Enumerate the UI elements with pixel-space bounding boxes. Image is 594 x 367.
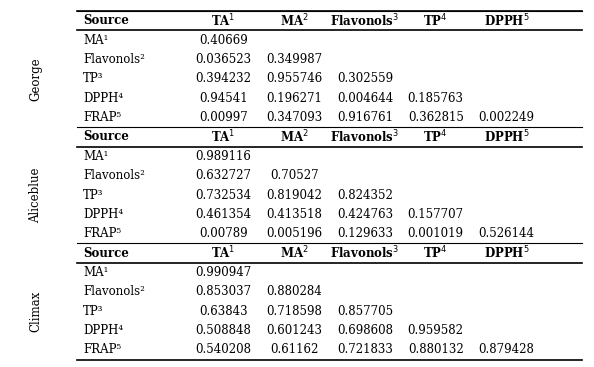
Text: 0.819042: 0.819042 [266,189,323,201]
Text: Aliceblue: Aliceblue [29,167,42,223]
Text: 0.00997: 0.00997 [199,111,248,124]
Text: 0.40669: 0.40669 [199,33,248,47]
Text: TP$^{4}$: TP$^{4}$ [424,12,448,29]
Text: 0.916761: 0.916761 [337,111,393,124]
Text: TA$^{1}$: TA$^{1}$ [211,12,236,29]
Text: Flavonols²: Flavonols² [83,53,145,66]
Text: FRAP⁵: FRAP⁵ [83,227,121,240]
Text: 0.824352: 0.824352 [337,189,393,201]
Text: 0.508848: 0.508848 [195,324,252,337]
Text: Source: Source [83,130,129,143]
Text: 0.302559: 0.302559 [337,72,393,85]
Text: 0.129633: 0.129633 [337,227,393,240]
Text: MA$^{2}$: MA$^{2}$ [280,245,309,261]
Text: 0.853037: 0.853037 [195,286,252,298]
Text: 0.424763: 0.424763 [337,208,393,221]
Text: 0.349987: 0.349987 [266,53,323,66]
Text: 0.632727: 0.632727 [195,169,252,182]
Text: 0.036523: 0.036523 [195,53,252,66]
Text: DPPH⁴: DPPH⁴ [83,324,124,337]
Text: FRAP⁵: FRAP⁵ [83,111,121,124]
Text: 0.157707: 0.157707 [407,208,464,221]
Text: 0.955746: 0.955746 [266,72,323,85]
Text: 0.94541: 0.94541 [200,92,248,105]
Text: 0.005196: 0.005196 [266,227,323,240]
Text: TP$^{4}$: TP$^{4}$ [424,245,448,261]
Text: 0.394232: 0.394232 [195,72,252,85]
Text: MA¹: MA¹ [83,266,109,279]
Text: Source: Source [83,247,129,259]
Text: 0.70527: 0.70527 [270,169,318,182]
Text: 0.002249: 0.002249 [478,111,535,124]
Text: 0.001019: 0.001019 [407,227,464,240]
Text: 0.004644: 0.004644 [337,92,393,105]
Text: 0.989116: 0.989116 [195,150,252,163]
Text: 0.880284: 0.880284 [267,286,322,298]
Text: MA¹: MA¹ [83,150,109,163]
Text: George: George [29,57,42,101]
Text: DPPH$^{5}$: DPPH$^{5}$ [484,128,529,145]
Text: 0.698608: 0.698608 [337,324,393,337]
Text: Climax: Climax [29,291,42,332]
Text: DPPH⁴: DPPH⁴ [83,208,124,221]
Text: Flavonols$^{3}$: Flavonols$^{3}$ [330,12,400,29]
Text: 0.721833: 0.721833 [337,344,393,356]
Text: 0.540208: 0.540208 [195,344,252,356]
Text: Flavonols²: Flavonols² [83,169,145,182]
Text: 0.732534: 0.732534 [195,189,252,201]
Text: Source: Source [83,14,129,27]
Text: 0.362815: 0.362815 [407,111,464,124]
Text: FRAP⁵: FRAP⁵ [83,344,121,356]
Text: 0.461354: 0.461354 [195,208,252,221]
Text: 0.990947: 0.990947 [195,266,252,279]
Text: 0.959582: 0.959582 [407,324,464,337]
Text: 0.196271: 0.196271 [266,92,323,105]
Text: 0.857705: 0.857705 [337,305,393,318]
Text: TP³: TP³ [83,189,104,201]
Text: 0.526144: 0.526144 [478,227,535,240]
Text: TA$^{1}$: TA$^{1}$ [211,128,236,145]
Text: MA¹: MA¹ [83,33,109,47]
Text: 0.879428: 0.879428 [478,344,535,356]
Text: 0.63843: 0.63843 [200,305,248,318]
Text: DPPH$^{5}$: DPPH$^{5}$ [484,12,529,29]
Text: MA$^{2}$: MA$^{2}$ [280,128,309,145]
Text: 0.61162: 0.61162 [270,344,318,356]
Text: 0.185763: 0.185763 [407,92,464,105]
Text: DPPH⁴: DPPH⁴ [83,92,124,105]
Text: 0.413518: 0.413518 [266,208,323,221]
Text: MA$^{2}$: MA$^{2}$ [280,12,309,29]
Text: TP³: TP³ [83,305,104,318]
Text: DPPH$^{5}$: DPPH$^{5}$ [484,245,529,261]
Text: Flavonols$^{3}$: Flavonols$^{3}$ [330,128,400,145]
Text: TA$^{1}$: TA$^{1}$ [211,245,236,261]
Text: 0.601243: 0.601243 [266,324,323,337]
Text: 0.880132: 0.880132 [408,344,463,356]
Text: TP³: TP³ [83,72,104,85]
Text: 0.347093: 0.347093 [266,111,323,124]
Text: Flavonols²: Flavonols² [83,286,145,298]
Text: 0.718598: 0.718598 [266,305,323,318]
Text: Flavonols$^{3}$: Flavonols$^{3}$ [330,245,400,261]
Text: 0.00789: 0.00789 [200,227,248,240]
Text: TP$^{4}$: TP$^{4}$ [424,128,448,145]
